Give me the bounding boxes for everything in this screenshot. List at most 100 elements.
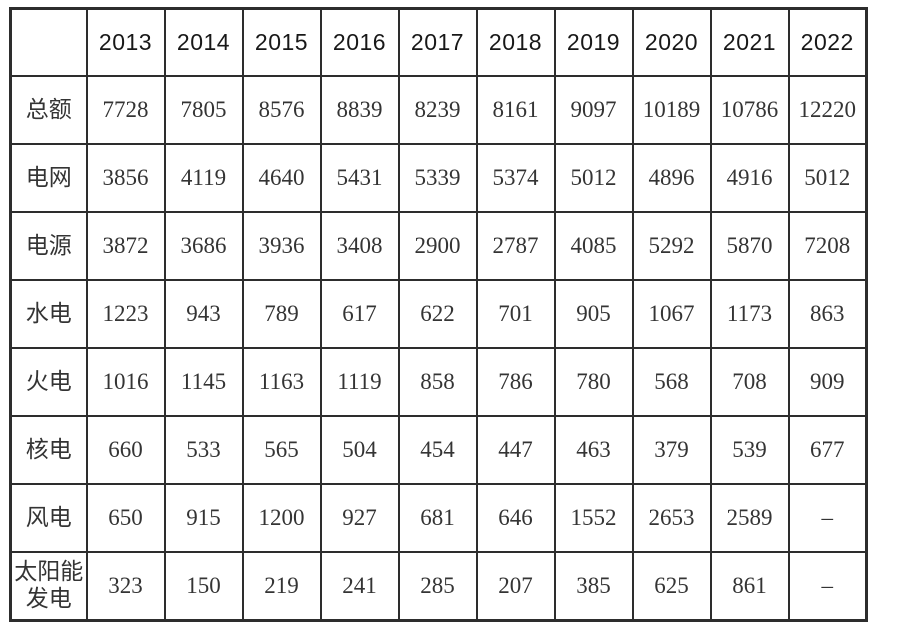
value-cell: 681 <box>397 483 478 553</box>
value-cell: 789 <box>241 279 322 349</box>
value-cell: 4916 <box>709 143 790 213</box>
value-cell: 8839 <box>319 75 400 145</box>
table-header: 2013 2014 2015 2016 2017 2018 2019 2020 2021 2022 <box>9 7 868 77</box>
value-cell: 5012 <box>787 143 868 213</box>
value-cell: 5012 <box>553 143 634 213</box>
value-cell: 2900 <box>397 211 478 281</box>
value-cell: 5431 <box>319 143 400 213</box>
value-cell: 1200 <box>241 483 322 553</box>
value-cell: 2653 <box>631 483 712 553</box>
year-header: 2021 <box>709 7 790 77</box>
value-cell: 1119 <box>319 347 400 417</box>
value-cell: 565 <box>241 415 322 485</box>
value-cell: 323 <box>85 551 166 621</box>
value-cell: 454 <box>397 415 478 485</box>
value-cell: 780 <box>553 347 634 417</box>
value-cell: 1223 <box>85 279 166 349</box>
row-label: 核电 <box>9 415 88 485</box>
year-header: 2019 <box>553 7 634 77</box>
value-cell: – <box>787 483 868 553</box>
value-cell: 858 <box>397 347 478 417</box>
year-header: 2016 <box>319 7 400 77</box>
row-label: 火电 <box>9 347 88 417</box>
value-cell: 241 <box>319 551 400 621</box>
value-cell: 504 <box>319 415 400 485</box>
value-cell: 5292 <box>631 211 712 281</box>
table-row: 核电 660 533 565 504 454 447 463 379 539 677 <box>9 415 868 485</box>
value-cell: 8239 <box>397 75 478 145</box>
value-cell: 3936 <box>241 211 322 281</box>
value-cell: 943 <box>163 279 244 349</box>
value-cell: 533 <box>163 415 244 485</box>
value-cell: 786 <box>475 347 556 417</box>
year-header: 2013 <box>85 7 166 77</box>
value-cell: 617 <box>319 279 400 349</box>
value-cell: 7728 <box>85 75 166 145</box>
value-cell: 5374 <box>475 143 556 213</box>
value-cell: 463 <box>553 415 634 485</box>
row-label: 太阳能发电 <box>9 551 88 621</box>
value-cell: 9097 <box>553 75 634 145</box>
value-cell: 4085 <box>553 211 634 281</box>
value-cell: 905 <box>553 279 634 349</box>
yearly-investment-table: 2013 2014 2015 2016 2017 2018 2019 2020 2021 2022… <box>9 7 868 622</box>
value-cell: 650 <box>85 483 166 553</box>
value-cell: 12220 <box>787 75 868 145</box>
table-row: 水电 1223 943 789 617 622 701 905 1067 1173 863 <box>9 279 868 349</box>
value-cell: – <box>787 551 868 621</box>
value-cell: 927 <box>319 483 400 553</box>
value-cell: 568 <box>631 347 712 417</box>
row-label: 电源 <box>9 211 88 281</box>
value-cell: 4119 <box>163 143 244 213</box>
value-cell: 207 <box>475 551 556 621</box>
table-body: 总额 7728 7805 8576 8839 8239 8161 9097 10189 10786… <box>9 75 868 621</box>
value-cell: 3686 <box>163 211 244 281</box>
table-row: 电源 3872 3686 3936 3408 2900 2787 4085 5292 5870 72… <box>9 211 868 281</box>
row-label: 电网 <box>9 143 88 213</box>
value-cell: 1016 <box>85 347 166 417</box>
value-cell: 150 <box>163 551 244 621</box>
value-cell: 701 <box>475 279 556 349</box>
table-row: 火电 1016 1145 1163 1119 858 786 780 568 708 909 <box>9 347 868 417</box>
value-cell: 3408 <box>319 211 400 281</box>
year-header: 2020 <box>631 7 712 77</box>
value-cell: 10786 <box>709 75 790 145</box>
value-cell: 1173 <box>709 279 790 349</box>
value-cell: 1163 <box>241 347 322 417</box>
value-cell: 861 <box>709 551 790 621</box>
corner-cell <box>9 7 88 77</box>
table-row: 电网 3856 4119 4640 5431 5339 5374 5012 4896 4916 50… <box>9 143 868 213</box>
value-cell: 539 <box>709 415 790 485</box>
value-cell: 660 <box>85 415 166 485</box>
value-cell: 5870 <box>709 211 790 281</box>
value-cell: 646 <box>475 483 556 553</box>
table-row: 太阳能发电 323 150 219 241 285 207 385 625 861– <box>9 551 868 621</box>
value-cell: 285 <box>397 551 478 621</box>
value-cell: 8576 <box>241 75 322 145</box>
value-cell: 10189 <box>631 75 712 145</box>
table-row: 总额 7728 7805 8576 8839 8239 8161 9097 10189 10786… <box>9 75 868 145</box>
year-header: 2014 <box>163 7 244 77</box>
header-row: 2013 2014 2015 2016 2017 2018 2019 2020 2021 2022 <box>9 7 868 77</box>
row-label: 总额 <box>9 75 88 145</box>
value-cell: 1552 <box>553 483 634 553</box>
value-cell: 2589 <box>709 483 790 553</box>
year-header: 2022 <box>787 7 868 77</box>
value-cell: 7208 <box>787 211 868 281</box>
year-header: 2017 <box>397 7 478 77</box>
value-cell: 8161 <box>475 75 556 145</box>
value-cell: 5339 <box>397 143 478 213</box>
value-cell: 677 <box>787 415 868 485</box>
value-cell: 4640 <box>241 143 322 213</box>
value-cell: 625 <box>631 551 712 621</box>
value-cell: 1145 <box>163 347 244 417</box>
row-label: 风电 <box>9 483 88 553</box>
value-cell: 447 <box>475 415 556 485</box>
value-cell: 2787 <box>475 211 556 281</box>
value-cell: 379 <box>631 415 712 485</box>
value-cell: 3856 <box>85 143 166 213</box>
value-cell: 385 <box>553 551 634 621</box>
value-cell: 708 <box>709 347 790 417</box>
value-cell: 3872 <box>85 211 166 281</box>
value-cell: 915 <box>163 483 244 553</box>
